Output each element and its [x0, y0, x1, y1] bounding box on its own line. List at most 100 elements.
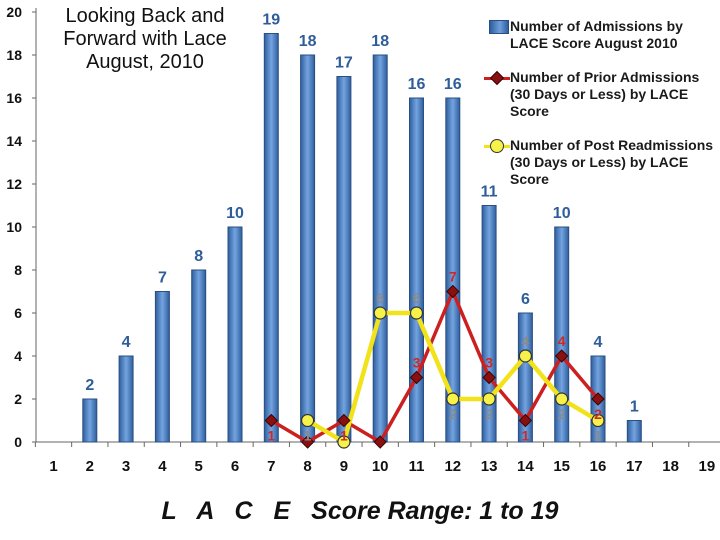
- yellow-series-point: [591, 413, 605, 428]
- bar: [409, 97, 424, 443]
- y-tick-label: 6: [14, 305, 22, 321]
- red-point-label: 1: [267, 428, 275, 444]
- red-series-point: [373, 435, 387, 449]
- red-series-point: [337, 413, 351, 428]
- bar-value-label: 18: [371, 33, 389, 50]
- bar: [154, 291, 170, 443]
- bar-value-label: 10: [226, 205, 244, 222]
- bar-value-label: 1: [630, 399, 639, 416]
- yellow-series-point: [446, 392, 460, 406]
- chart-title: Looking Back and Forward with Lace Augus…: [63, 5, 227, 73]
- x-tick-label: 11: [409, 458, 425, 475]
- y-tick-label: 2: [14, 391, 22, 407]
- yellow-series-point: [482, 392, 496, 406]
- bar-value-label: 19: [262, 12, 280, 29]
- yellow-point-label: 1: [594, 428, 602, 444]
- red-series-point: [554, 349, 569, 363]
- bar-value-label: 18: [299, 33, 317, 50]
- legend-label-post-line2: (30 Days or Less) by LACE Score: [510, 154, 689, 187]
- legend-item-admissions: Number of Admissions by LACE Score Augus…: [484, 18, 720, 52]
- bar-value-label: 4: [594, 334, 603, 351]
- x-tick-label: 10: [372, 458, 389, 475]
- y-tick-label: 8: [14, 262, 22, 278]
- red-series-point: [409, 370, 424, 385]
- red-point-label: 4: [558, 333, 566, 349]
- yellow-point-label: 4: [522, 333, 530, 349]
- red-series-point: [518, 413, 533, 428]
- bar-value-label: 10: [553, 205, 571, 222]
- bar: [517, 312, 533, 443]
- bar-value-label: 6: [521, 291, 530, 308]
- bar-value-label: 4: [122, 334, 131, 351]
- red-point-label: 1: [522, 428, 530, 444]
- legend-swatch-circle: [490, 139, 504, 153]
- x-tick-label: 17: [626, 458, 643, 475]
- y-tick-label: 20: [6, 4, 22, 20]
- y-tick-label: 0: [14, 434, 22, 450]
- y-tick-label: 14: [6, 133, 22, 149]
- yellow-series-point: [518, 349, 533, 363]
- x-tick-label: 7: [267, 458, 275, 475]
- y-tick-label: 4: [14, 348, 22, 364]
- yellow-series-point: [409, 306, 424, 320]
- legend-label-admissions-line2: LACE Score August 2010: [510, 35, 678, 51]
- x-tick-label: 4: [158, 458, 167, 475]
- red-point-label: 3: [413, 355, 421, 371]
- legend-label-prior-line1: Number of Prior Admissions: [510, 69, 700, 85]
- red-point-label: 3: [485, 355, 493, 371]
- y-tick-label: 16: [6, 90, 22, 106]
- red-series-point: [446, 284, 460, 299]
- y-tick-label: 10: [6, 219, 22, 235]
- bar-value-label: 17: [335, 55, 353, 72]
- bar: [191, 269, 207, 443]
- bar-value-label: 16: [408, 76, 426, 93]
- x-axis-title-lace: L A C E: [161, 497, 298, 525]
- legend-label-prior-line2: (30 Days or Less) by LACE Score: [510, 86, 689, 119]
- bar: [263, 33, 279, 443]
- x-tick-label: 3: [122, 458, 130, 475]
- legend-item-prior: Number of Prior Admissions (30 Days or L…: [484, 69, 720, 120]
- chart-legend: Number of Admissions by LACE Score Augus…: [484, 18, 720, 205]
- bar-value-label: 2: [85, 377, 94, 394]
- legend-swatch-bar: [489, 20, 509, 34]
- bar: [626, 420, 642, 443]
- yellow-series-point: [337, 435, 351, 449]
- red-point-label: 2: [594, 406, 602, 422]
- x-tick-label: 2: [86, 458, 94, 475]
- red-point-label: 1: [340, 428, 348, 444]
- x-tick-label: 19: [699, 458, 716, 475]
- bar: [336, 76, 352, 443]
- x-tick-label: 12: [444, 458, 461, 475]
- red-series-point: [300, 435, 315, 449]
- bar: [227, 226, 243, 443]
- yellow-point-label: 2: [485, 406, 493, 422]
- y-tick-label: 12: [6, 176, 22, 192]
- red-series-point: [264, 413, 279, 428]
- x-tick-label: 18: [662, 458, 679, 475]
- bar: [300, 54, 316, 443]
- bar: [82, 398, 98, 443]
- bar: [554, 226, 570, 443]
- y-tick-label: 18: [6, 47, 22, 63]
- x-tick-label: 15: [553, 458, 570, 475]
- yellow-point-label: 6: [413, 290, 421, 306]
- bar-value-label: 7: [158, 270, 167, 287]
- x-tick-label: 16: [590, 458, 607, 475]
- red-series-point: [482, 370, 496, 385]
- bar: [372, 54, 388, 443]
- yellow-series-point: [301, 413, 315, 428]
- x-axis-title: L A C E Score Range: 1 to 19: [0, 497, 720, 526]
- bar: [118, 355, 134, 443]
- bar-value-label: 11: [481, 184, 498, 201]
- red-series-line: [270, 289, 600, 444]
- x-tick-label: 13: [481, 458, 498, 475]
- yellow-point-label: 1: [304, 428, 312, 444]
- legend-label-admissions-line1: Number of Admissions by: [510, 18, 683, 34]
- x-axis-title-range: Score Range: 1 to 19: [311, 497, 559, 525]
- legend-item-post: Number of Post Readmissions (30 Days or …: [484, 137, 720, 188]
- yellow-point-label: 2: [558, 406, 566, 422]
- x-tick-label: 9: [340, 458, 348, 475]
- bar-value-label: 16: [444, 76, 462, 93]
- legend-swatch-diamond: [489, 70, 505, 86]
